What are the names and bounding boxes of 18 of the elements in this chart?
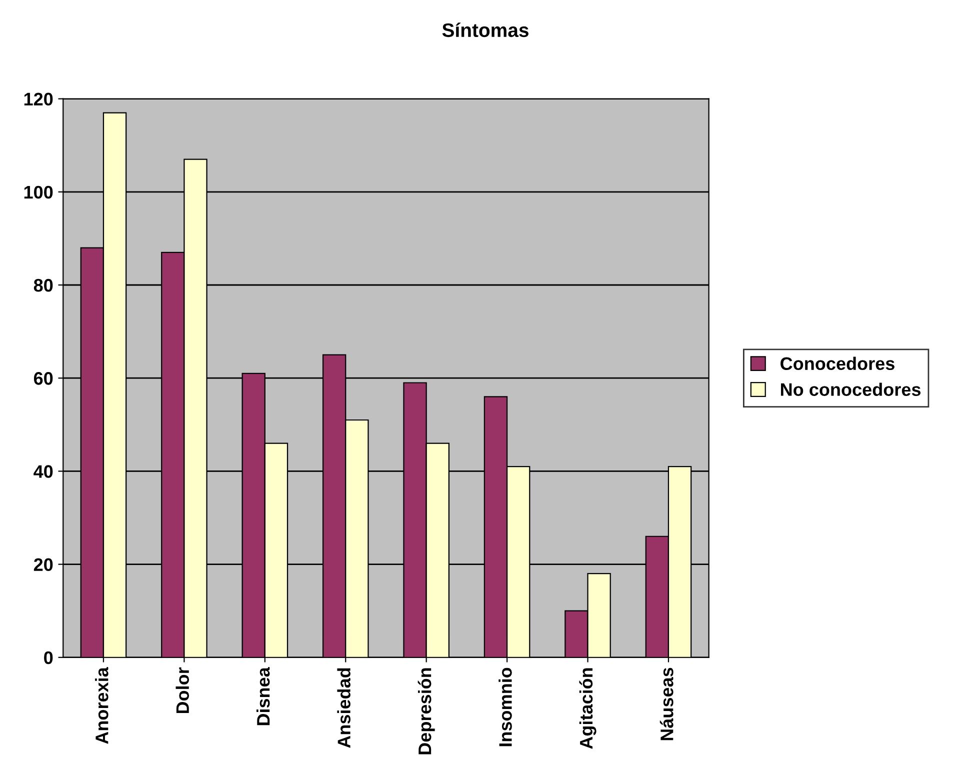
x-tick-label: Anorexia	[95, 667, 108, 744]
y-tick-label: 40	[34, 465, 53, 478]
y-tick-label: 60	[34, 372, 53, 385]
legend-label: No conocedores	[781, 382, 921, 396]
chart-title: Síntomas	[442, 22, 528, 38]
legend-label: Conocedores	[780, 356, 894, 370]
y-tick-label: 120	[24, 92, 53, 106]
y-tick-label: 0	[44, 651, 53, 664]
x-tick-label: Náuseas	[660, 668, 674, 740]
y-tick-label: 20	[34, 558, 53, 572]
x-tick-label: Ansiedad	[337, 668, 350, 748]
x-tick-label: Agitación	[579, 668, 596, 749]
x-tick-label: Insomnio	[498, 668, 512, 746]
y-tick-label: 100	[24, 186, 53, 199]
y-tick-label: 80	[34, 278, 53, 292]
x-tick-label: Depresión	[418, 668, 435, 754]
x-tick-label: Dolor	[176, 667, 190, 714]
x-tick-label: Disnea	[256, 667, 270, 726]
